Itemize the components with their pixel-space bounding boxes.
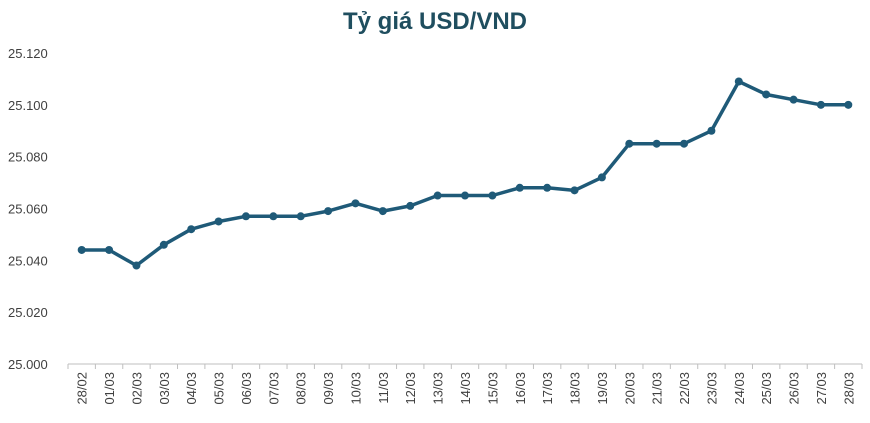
y-tick-label: 25.040: [8, 253, 48, 268]
x-tick-label: 07/03: [266, 372, 281, 405]
x-tick-label: 18/03: [568, 372, 583, 405]
x-tick-label: 05/03: [212, 372, 227, 405]
y-tick-label: 25.020: [8, 305, 48, 320]
series-line: [79, 79, 851, 268]
data-point: [214, 217, 223, 226]
data-point: [324, 207, 333, 216]
x-tick-label: 21/03: [650, 372, 665, 405]
data-point: [488, 191, 497, 200]
x-tick-label: 17/03: [540, 372, 555, 405]
x-tick-label: 04/03: [184, 372, 199, 405]
x-tick-label: 25/03: [759, 372, 774, 405]
x-tick-label: 23/03: [704, 372, 719, 405]
data-point: [241, 212, 250, 221]
data-point: [187, 225, 196, 234]
data-point: [734, 77, 743, 86]
data-point: [351, 199, 360, 208]
y-tick-label: 25.060: [8, 202, 48, 217]
y-tick-label: 25.080: [8, 150, 48, 165]
x-tick-label: 20/03: [622, 372, 637, 405]
x-tick-label: 02/03: [129, 372, 144, 405]
x-tick-label: 16/03: [513, 372, 528, 405]
y-tick-label: 25.000: [8, 357, 48, 372]
data-point: [132, 261, 141, 270]
data-point: [515, 183, 524, 192]
data-point: [597, 173, 606, 182]
data-point: [269, 212, 278, 221]
y-tick-label: 25.120: [8, 46, 48, 61]
data-point: [680, 139, 689, 148]
data-point: [625, 139, 634, 148]
data-point: [816, 100, 825, 109]
x-tick-label: 22/03: [677, 372, 692, 405]
x-tick-label: 26/03: [787, 372, 802, 405]
data-point: [378, 207, 387, 216]
x-tick-label: 13/03: [431, 372, 446, 405]
data-point: [105, 245, 114, 254]
data-point: [77, 245, 86, 254]
data-point: [296, 212, 305, 221]
x-tick-label: 15/03: [485, 372, 500, 405]
data-point: [159, 240, 168, 249]
data-point: [762, 90, 771, 99]
data-point: [543, 183, 552, 192]
x-tick-label: 28/03: [841, 372, 856, 405]
data-point: [789, 95, 798, 104]
data-point: [707, 126, 716, 135]
x-tick-label: 24/03: [732, 372, 747, 405]
y-tick-label: 25.100: [8, 98, 48, 113]
x-tick-label: 10/03: [348, 372, 363, 405]
data-point: [652, 139, 661, 148]
x-tick-label: 11/03: [376, 372, 391, 404]
x-tick-label: 19/03: [595, 372, 610, 405]
x-tick-label: 28/02: [75, 372, 90, 405]
data-point: [570, 186, 579, 195]
data-point: [844, 100, 853, 109]
x-tick-label: 12/03: [403, 372, 418, 405]
chart-title: Tỷ giá USD/VND: [342, 8, 528, 35]
x-tick-label: 14/03: [458, 372, 473, 405]
x-tick-label: 09/03: [321, 372, 336, 405]
data-point: [406, 201, 415, 210]
x-tick-label: 01/03: [102, 372, 117, 405]
data-point: [461, 191, 469, 200]
x-tick-label: 03/03: [157, 372, 172, 405]
x-tick-label: 27/03: [814, 372, 829, 405]
x-tick-label: 08/03: [294, 372, 309, 405]
x-tick-label: 06/03: [239, 372, 254, 405]
data-point: [433, 191, 442, 200]
